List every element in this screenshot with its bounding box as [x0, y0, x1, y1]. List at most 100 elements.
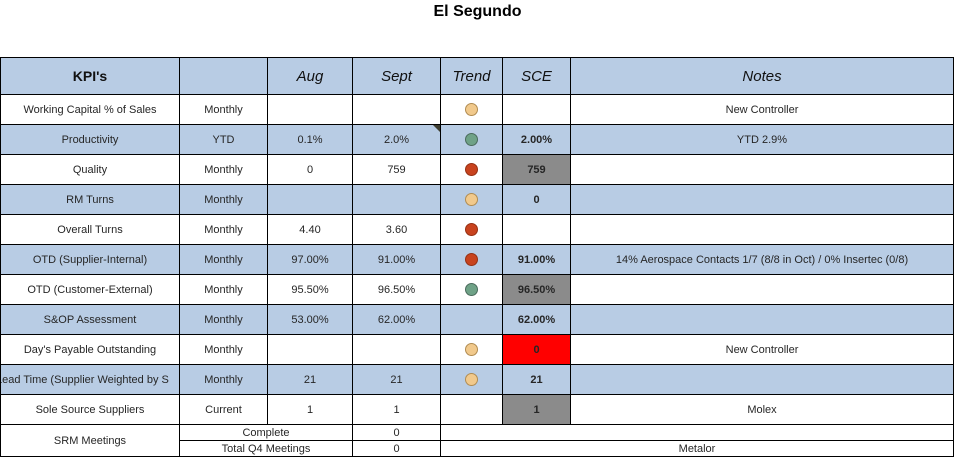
frequency-cell[interactable]: Monthly	[179, 364, 268, 395]
sce-cell[interactable]: 21	[502, 364, 571, 395]
trend-cell[interactable]	[440, 364, 503, 395]
kpi-cell[interactable]: Lead Time (Supplier Weighted by S	[0, 364, 180, 395]
notes-cell[interactable]: Molex	[570, 394, 954, 425]
srm-total-value-cell[interactable]: 0	[352, 440, 441, 457]
sept-cell[interactable]: 1	[352, 394, 441, 425]
page-title: El Segundo	[433, 3, 522, 20]
aug-cell[interactable]	[267, 184, 353, 215]
notes-cell[interactable]	[570, 154, 954, 185]
frequency-cell[interactable]: Monthly	[179, 184, 268, 215]
sce-cell[interactable]	[502, 94, 571, 125]
aug-cell[interactable]	[267, 334, 353, 365]
srm-complete-label-cell[interactable]: Complete	[179, 424, 353, 441]
notes-cell[interactable]: New Controller	[570, 94, 954, 125]
yellow-status-dot-icon	[465, 373, 478, 386]
sept-cell[interactable]: 3.60	[352, 214, 441, 245]
frequency-cell[interactable]: Monthly	[179, 274, 268, 305]
aug-cell[interactable]	[267, 94, 353, 125]
aug-cell[interactable]: 95.50%	[267, 274, 353, 305]
notes-cell[interactable]: YTD 2.9%	[570, 124, 954, 155]
aug-cell[interactable]: 21	[267, 364, 353, 395]
notes-cell[interactable]	[570, 274, 954, 305]
trend-cell[interactable]	[440, 184, 503, 215]
kpi-cell[interactable]: Quality	[0, 154, 180, 185]
frequency-cell[interactable]: Monthly	[179, 154, 268, 185]
kpi-label: RM Turns	[66, 193, 114, 206]
frequency-cell[interactable]: Monthly	[179, 214, 268, 245]
kpi-cell[interactable]: Working Capital % of Sales	[0, 94, 180, 125]
comment-indicator-icon[interactable]	[433, 125, 440, 132]
sce-cell[interactable]: 0	[502, 184, 571, 215]
trend-cell[interactable]	[440, 304, 503, 335]
sept-cell[interactable]: 759	[352, 154, 441, 185]
sce-cell[interactable]: 96.50%	[502, 274, 571, 305]
sept-cell[interactable]: 21	[352, 364, 441, 395]
aug-cell[interactable]: 1	[267, 394, 353, 425]
trend-cell[interactable]	[440, 394, 503, 425]
kpi-cell[interactable]: OTD (Supplier-Internal)	[0, 244, 180, 275]
sept-cell[interactable]: 2.0%	[352, 124, 441, 155]
trend-cell[interactable]	[440, 244, 503, 275]
sce-cell[interactable]: 0	[502, 334, 571, 365]
srm-complete-value-cell[interactable]: 0	[352, 424, 441, 441]
sept-cell[interactable]	[352, 184, 441, 215]
srm-total-label-cell[interactable]: Total Q4 Meetings	[179, 440, 353, 457]
kpi-label: OTD (Supplier-Internal)	[32, 253, 148, 266]
notes-cell[interactable]	[570, 304, 954, 335]
sce-cell[interactable]: 91.00%	[502, 244, 571, 275]
notes-cell[interactable]	[570, 364, 954, 395]
sept-cell[interactable]: 96.50%	[352, 274, 441, 305]
table-row: OTD (Supplier-Internal) Monthly 97.00% 9…	[0, 244, 954, 275]
table-row: Sole Source Suppliers Current 1 1 1 Mole…	[0, 394, 954, 425]
kpi-cell[interactable]: SRM Meetings	[0, 424, 180, 457]
yellow-status-dot-icon	[465, 343, 478, 356]
notes-cell[interactable]: New Controller	[570, 334, 954, 365]
sce-cell[interactable]: 62.00%	[502, 304, 571, 335]
kpi-cell[interactable]: OTD (Customer-External)	[0, 274, 180, 305]
aug-cell[interactable]: 4.40	[267, 214, 353, 245]
frequency-cell[interactable]: Current	[179, 394, 268, 425]
kpi-cell[interactable]: Sole Source Suppliers	[0, 394, 180, 425]
sept-cell[interactable]: 62.00%	[352, 304, 441, 335]
sept-cell[interactable]	[352, 94, 441, 125]
notes-cell[interactable]	[570, 184, 954, 215]
kpi-cell[interactable]: S&OP Assessment	[0, 304, 180, 335]
frequency-cell[interactable]: Monthly	[179, 94, 268, 125]
sept-cell[interactable]	[352, 334, 441, 365]
frequency-cell[interactable]: YTD	[179, 124, 268, 155]
red-status-dot-icon	[465, 253, 478, 266]
table-row: Lead Time (Supplier Weighted by S Monthl…	[0, 364, 954, 395]
trend-cell[interactable]	[440, 124, 503, 155]
trend-cell[interactable]	[440, 154, 503, 185]
red-status-dot-icon	[465, 223, 478, 236]
header-aug: Aug	[267, 57, 353, 95]
trend-cell[interactable]	[440, 94, 503, 125]
kpi-cell[interactable]: Overall Turns	[0, 214, 180, 245]
sce-cell[interactable]	[502, 214, 571, 245]
srm-row1-notes-cell[interactable]	[440, 424, 954, 441]
frequency-cell[interactable]: Monthly	[179, 334, 268, 365]
kpi-label: Working Capital % of Sales	[23, 103, 157, 116]
sce-cell[interactable]: 1	[502, 394, 571, 425]
trend-cell[interactable]	[440, 334, 503, 365]
frequency-cell[interactable]: Monthly	[179, 244, 268, 275]
trend-cell[interactable]	[440, 274, 503, 305]
frequency-cell[interactable]: Monthly	[179, 304, 268, 335]
notes-cell[interactable]: 14% Aerospace Contacts 1/7 (8/8 in Oct) …	[570, 244, 954, 275]
aug-cell[interactable]: 97.00%	[267, 244, 353, 275]
notes-cell[interactable]	[570, 214, 954, 245]
table-row: Quality Monthly 0 759 759	[0, 154, 954, 185]
sept-cell[interactable]: 91.00%	[352, 244, 441, 275]
kpi-cell[interactable]: Day's Payable Outstanding	[0, 334, 180, 365]
kpi-cell[interactable]: Productivity	[0, 124, 180, 155]
srm-row2-notes-cell[interactable]: Metalor	[440, 440, 954, 457]
sce-cell[interactable]: 2.00%	[502, 124, 571, 155]
aug-cell[interactable]: 0.1%	[267, 124, 353, 155]
aug-cell[interactable]: 0	[267, 154, 353, 185]
trend-cell[interactable]	[440, 214, 503, 245]
kpi-cell[interactable]: RM Turns	[0, 184, 180, 215]
sce-cell[interactable]: 759	[502, 154, 571, 185]
header-frequency	[179, 57, 268, 95]
aug-cell[interactable]: 53.00%	[267, 304, 353, 335]
table-row: OTD (Customer-External) Monthly 95.50% 9…	[0, 274, 954, 305]
